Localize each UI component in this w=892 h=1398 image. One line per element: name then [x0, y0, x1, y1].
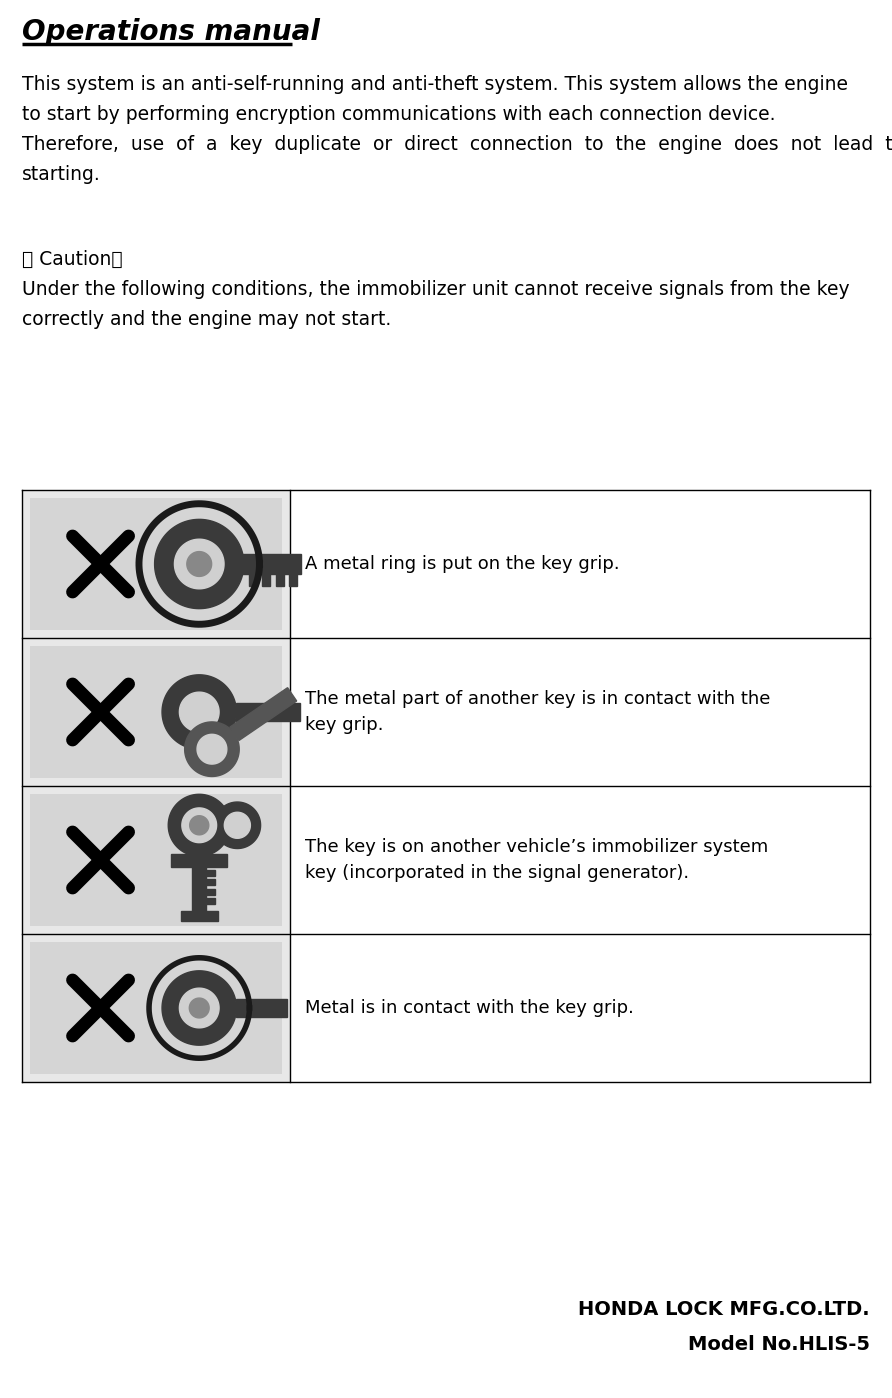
Text: A metal ring is put on the key grip.: A metal ring is put on the key grip. [305, 555, 620, 573]
Polygon shape [206, 889, 215, 895]
Text: HONDA LOCK MFG.CO.LTD.: HONDA LOCK MFG.CO.LTD. [578, 1300, 870, 1318]
Polygon shape [185, 721, 239, 776]
Polygon shape [206, 879, 215, 885]
Text: The metal part of another key is in contact with the: The metal part of another key is in cont… [305, 691, 771, 707]
Polygon shape [182, 808, 217, 843]
Polygon shape [169, 794, 230, 857]
Bar [30, 646, 282, 779]
Polygon shape [190, 815, 209, 835]
Text: Metal is in contact with the key grip.: Metal is in contact with the key grip. [305, 1000, 634, 1016]
Bar [22, 639, 290, 786]
Polygon shape [214, 802, 260, 849]
Polygon shape [230, 688, 297, 741]
Bar [30, 498, 282, 630]
Text: key grip.: key grip. [305, 716, 384, 734]
Bar [30, 942, 282, 1074]
Polygon shape [276, 575, 284, 586]
Text: The key is on another vehicle’s immobilizer system: The key is on another vehicle’s immobili… [305, 837, 768, 856]
Text: Model No.HLIS-5: Model No.HLIS-5 [688, 1335, 870, 1355]
Polygon shape [249, 575, 257, 586]
Text: ＜ Caution＞: ＜ Caution＞ [22, 250, 122, 268]
Polygon shape [171, 854, 227, 867]
Text: to start by performing encryption communications with each connection device.: to start by performing encryption commun… [22, 105, 775, 124]
Polygon shape [224, 812, 251, 839]
Polygon shape [206, 870, 215, 877]
Polygon shape [154, 520, 244, 608]
Polygon shape [262, 575, 270, 586]
Polygon shape [175, 540, 224, 589]
Polygon shape [186, 552, 211, 576]
Polygon shape [162, 675, 236, 749]
Polygon shape [289, 575, 297, 586]
Polygon shape [236, 1000, 287, 1016]
Polygon shape [236, 703, 300, 721]
Polygon shape [179, 988, 219, 1028]
Text: key (incorporated in the signal generator).: key (incorporated in the signal generato… [305, 864, 690, 882]
Polygon shape [181, 911, 218, 921]
Polygon shape [179, 692, 219, 731]
Polygon shape [162, 970, 236, 1046]
Text: correctly and the engine may not start.: correctly and the engine may not start. [22, 310, 392, 329]
Bar [22, 787, 290, 934]
Polygon shape [189, 998, 209, 1018]
Text: starting.: starting. [22, 165, 101, 185]
Polygon shape [206, 898, 215, 905]
Text: Therefore,  use  of  a  key  duplicate  or  direct  connection  to  the  engine : Therefore, use of a key duplicate or dir… [22, 136, 892, 154]
Bar [22, 934, 290, 1082]
Bar [30, 794, 282, 925]
Bar [22, 491, 290, 637]
Polygon shape [193, 865, 206, 916]
Text: Operations manual: Operations manual [22, 18, 320, 46]
Polygon shape [197, 734, 227, 765]
Text: This system is an anti-self-running and anti-theft system. This system allows th: This system is an anti-self-running and … [22, 75, 848, 94]
Polygon shape [242, 554, 301, 575]
Text: Under the following conditions, the immobilizer unit cannot receive signals from: Under the following conditions, the immo… [22, 280, 849, 299]
